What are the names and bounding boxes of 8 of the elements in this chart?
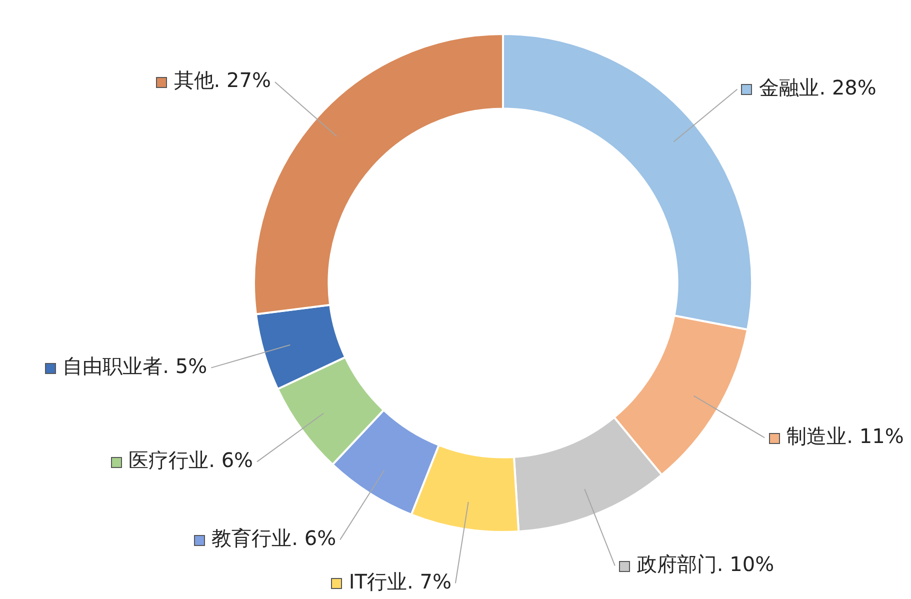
legend-label: 医疗行业. 6% [128, 448, 254, 472]
legend-label: 教育行业. 6% [212, 526, 336, 550]
legend-label: 政府部门. 10% [636, 552, 774, 576]
legend-label: 自由职业者. 5% [62, 354, 208, 378]
legend-label: IT行业. 7% [348, 569, 452, 594]
legend-label: 制造业. 11% [786, 424, 904, 448]
legend-label: 其他. 27% [174, 68, 271, 92]
legend-label: 金融业. 28% [759, 75, 876, 100]
